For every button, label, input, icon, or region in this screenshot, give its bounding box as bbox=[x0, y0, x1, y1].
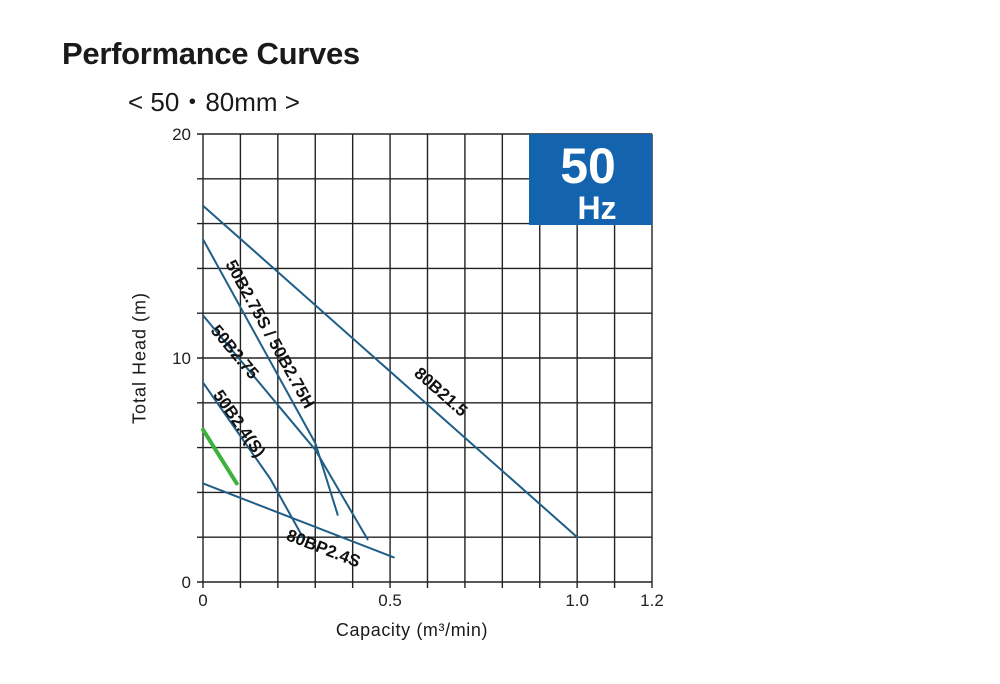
series-layer bbox=[201, 204, 579, 559]
curve-2 bbox=[202, 314, 369, 541]
frequency-value: 50 bbox=[560, 138, 616, 194]
series-label-group: 50B2.75S / 50B2.75H bbox=[222, 257, 319, 412]
curve-1 bbox=[202, 238, 339, 516]
frequency-badge: 50 Hz bbox=[529, 134, 652, 226]
series-label-group: 80B21.5 bbox=[411, 364, 472, 421]
highlight-curve bbox=[201, 427, 239, 486]
series-label: 50B2.75S / 50B2.75H bbox=[222, 257, 319, 412]
axis-ticks: 0 0.5 1.0 1.2 0 10 20 bbox=[172, 125, 664, 610]
curve-0 bbox=[202, 204, 579, 539]
x-tick-label: 1.0 bbox=[565, 591, 589, 610]
y-tick-label: 20 bbox=[172, 125, 191, 144]
series-label: 50B2.4(S) bbox=[209, 386, 269, 460]
x-tick-label: 0.5 bbox=[378, 591, 402, 610]
x-axis-label: Capacity (m³/min) bbox=[335, 620, 489, 640]
chart-subtitle: < 50・80mm > bbox=[128, 87, 300, 117]
chart-title: Performance Curves bbox=[62, 36, 360, 71]
series-label-group: 50B2.4(S) bbox=[209, 386, 269, 460]
y-tick-label: 0 bbox=[182, 573, 191, 592]
x-tick-label: 1.2 bbox=[640, 591, 664, 610]
frequency-unit: Hz bbox=[577, 190, 616, 226]
x-tick-label: 0 bbox=[198, 591, 207, 610]
series-label: 80BP2.4S bbox=[284, 526, 363, 572]
curve-4 bbox=[202, 482, 395, 559]
series-label-group: 80BP2.4S bbox=[284, 526, 363, 572]
frequency-badge-background bbox=[529, 134, 652, 225]
y-tick-label: 10 bbox=[172, 349, 191, 368]
series-label: 80B21.5 bbox=[411, 364, 472, 421]
